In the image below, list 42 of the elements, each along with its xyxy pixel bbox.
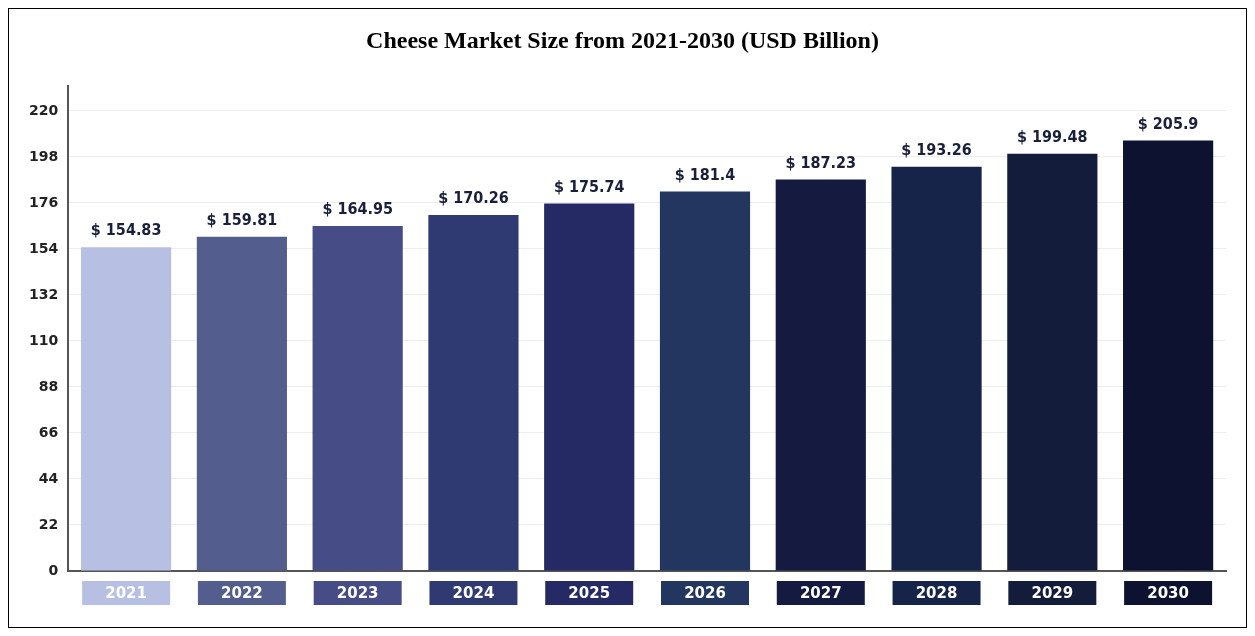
x-tick-label: 2030 <box>1147 583 1189 602</box>
x-tick-label: 2024 <box>452 583 495 602</box>
data-label: $ 159.81 <box>206 209 278 229</box>
bar <box>659 191 751 571</box>
data-label: $ 154.83 <box>90 220 162 240</box>
x-tick-label: 2021 <box>105 583 147 602</box>
chart-title: Cheese Market Size from 2021-2030 (USD Billion) <box>366 26 879 53</box>
x-tick-label: 2029 <box>1031 583 1074 602</box>
x-tick-label: 2027 <box>799 583 842 602</box>
x-tick-label: 2026 <box>684 583 726 602</box>
data-label: $ 164.95 <box>322 199 393 219</box>
y-tick-label: 22 <box>38 515 59 532</box>
bar <box>81 247 172 571</box>
y-tick-label: 198 <box>28 147 59 164</box>
data-label: $ 193.26 <box>901 139 972 159</box>
data-label: $ 205.9 <box>1137 113 1199 133</box>
bar <box>1007 153 1098 571</box>
y-tick-label: 176 <box>28 193 59 210</box>
y-tick-label: 66 <box>38 423 59 440</box>
x-tick-label: 2022 <box>221 583 263 602</box>
x-tick-label: 2028 <box>915 583 958 602</box>
data-label: $ 187.23 <box>785 152 857 172</box>
x-tick-label: 2025 <box>568 583 611 602</box>
data-label: $ 170.26 <box>438 188 509 208</box>
y-tick-label: 132 <box>28 285 59 302</box>
y-tick-label: 110 <box>28 331 59 348</box>
bar <box>891 166 982 571</box>
bar <box>544 203 635 571</box>
y-tick-label: 88 <box>38 377 59 394</box>
bar <box>428 214 519 571</box>
y-tick-label: 154 <box>28 239 59 256</box>
bar <box>775 179 866 571</box>
bar <box>196 236 287 571</box>
data-label: $ 199.48 <box>1017 126 1088 146</box>
x-tick-label: 2023 <box>336 583 379 602</box>
y-tick-label: 44 <box>38 469 59 486</box>
y-tick-label: 220 <box>28 101 59 118</box>
data-label: $ 175.74 <box>553 176 625 196</box>
data-label: $ 181.4 <box>674 164 736 184</box>
bar <box>1123 140 1214 571</box>
bar <box>312 226 403 571</box>
y-tick-label: 0 <box>48 561 59 578</box>
